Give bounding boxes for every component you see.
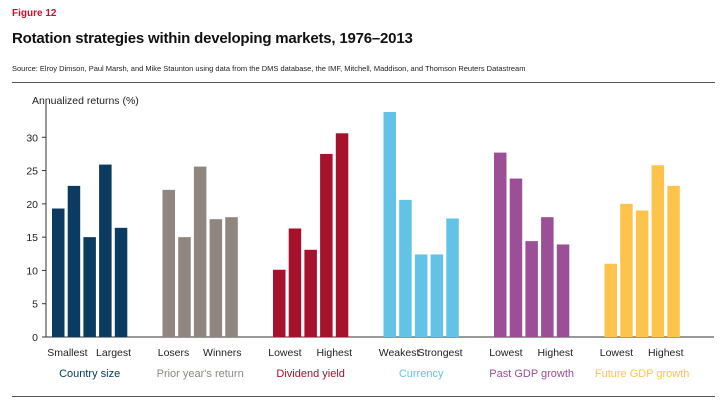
group-label: Future GDP growth xyxy=(595,368,690,380)
bar xyxy=(556,244,570,337)
bar xyxy=(541,217,554,337)
group-label: Prior year's return xyxy=(157,368,244,380)
bar xyxy=(225,217,238,337)
bar-group xyxy=(162,166,238,337)
bar xyxy=(52,208,65,337)
figure-label: Figure 12 xyxy=(12,8,57,19)
bar xyxy=(399,199,412,337)
x-low-label: Losers xyxy=(158,347,190,359)
bar xyxy=(320,153,333,337)
bar xyxy=(651,165,665,337)
bar xyxy=(162,189,175,337)
y-axis: 0 5 10 15 20 25 30 xyxy=(26,100,714,344)
group-labels: Country size Prior year's return Dividend … xyxy=(59,368,689,380)
bar xyxy=(288,228,302,337)
group-label: Country size xyxy=(59,368,120,380)
bar-group xyxy=(273,133,349,337)
x-high-label: Strongest xyxy=(418,347,463,359)
y-tick-label: 0 xyxy=(32,332,38,344)
y-axis-label: Annualized returns (%) xyxy=(32,95,139,107)
bar xyxy=(193,166,207,337)
chart-title: Rotation strategies within developing ma… xyxy=(12,30,413,47)
x-low-label: Lowest xyxy=(489,347,522,359)
bar xyxy=(178,237,191,337)
divider-bottom xyxy=(12,396,715,397)
bar xyxy=(304,249,317,337)
group-label: Dividend yield xyxy=(276,368,344,380)
x-low-label: Lowest xyxy=(600,347,633,359)
bar xyxy=(209,219,223,337)
x-high-label: Highest xyxy=(648,347,684,359)
source-note: Source: Elroy Dimson, Paul Marsh, and Mi… xyxy=(12,64,526,73)
bar xyxy=(446,218,459,337)
x-high-label: Highest xyxy=(316,347,352,359)
bar xyxy=(335,133,349,337)
y-tick-label: 15 xyxy=(26,232,38,244)
group-label: Currency xyxy=(399,368,444,380)
x-high-label: Winners xyxy=(203,347,242,359)
bars xyxy=(52,111,680,337)
bar xyxy=(83,237,96,337)
bar xyxy=(114,227,128,337)
bar-group xyxy=(494,152,570,337)
x-low-label: Lowest xyxy=(268,347,301,359)
bar xyxy=(273,269,286,337)
bar-group xyxy=(52,164,128,337)
x-axis-labels: Smallest Largest Losers Winners Lowest Highes… xyxy=(47,347,683,359)
bar-group xyxy=(604,165,680,337)
bar-group xyxy=(383,111,459,337)
y-tick-label: 10 xyxy=(26,265,38,277)
group-label: Past GDP growth xyxy=(489,368,574,380)
x-low-label: Weakest xyxy=(379,347,420,359)
bar xyxy=(99,164,112,337)
bar xyxy=(635,210,649,337)
y-tick-label: 30 xyxy=(26,132,38,144)
bar xyxy=(620,203,633,337)
bar xyxy=(430,254,444,337)
x-high-label: Highest xyxy=(537,347,573,359)
x-low-label: Smallest xyxy=(47,347,87,359)
y-tick-label: 5 xyxy=(32,299,38,311)
bar xyxy=(67,185,81,337)
x-high-label: Largest xyxy=(96,347,131,359)
bar xyxy=(525,241,538,337)
bar xyxy=(383,111,396,337)
y-tick-label: 25 xyxy=(26,166,38,178)
bar xyxy=(494,152,507,337)
bar xyxy=(604,263,617,337)
divider-top xyxy=(12,82,715,83)
bar xyxy=(414,254,428,337)
bar xyxy=(509,178,523,337)
bar xyxy=(667,185,680,337)
y-tick-label: 20 xyxy=(26,199,38,211)
